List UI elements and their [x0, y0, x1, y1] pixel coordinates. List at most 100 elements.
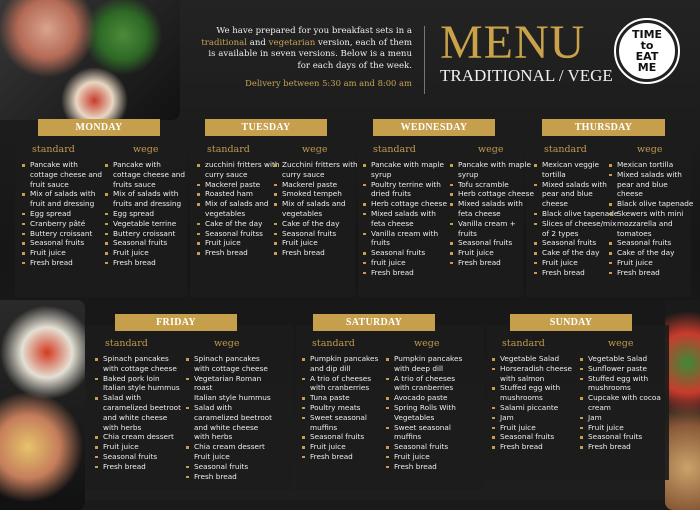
panel-mon-tue — [15, 131, 187, 297]
menu-item: Salad with caramelized beetroot and whit… — [184, 403, 272, 442]
menu-item: Pumpkin pancakes and dip dill — [300, 354, 388, 374]
menu-item: Vegetable Salad — [578, 354, 666, 364]
menu-item: Fruit juice — [103, 248, 191, 258]
wednesday-standard-list: Pancake with maple syrup Poultry terrine … — [361, 160, 449, 278]
menu-item: Fresh bread — [93, 462, 181, 472]
menu-item: Mixed salads with pear and blue cheese — [532, 180, 620, 209]
menu-item: Fresh bread — [490, 442, 578, 452]
menu-item: Fruit juice — [272, 238, 360, 248]
standard-label: standard — [207, 144, 250, 155]
thursday-wege-column: wege Mexican tortilla Mixed salads with pe… — [607, 144, 695, 278]
thursday-wege-list: Mexican tortilla Mixed salads with pear a… — [607, 160, 695, 278]
wege-label: wege — [637, 144, 663, 155]
wednesday-standard-column: standard Pancake with maple syrup Poultry … — [361, 144, 449, 278]
menu-item: Vanilla cream + fruits — [448, 219, 536, 239]
menu-item: Pancake with cottage cheese and fruits s… — [103, 160, 191, 189]
panel-fri — [85, 325, 293, 490]
menu-item: Zucchini fritters with curry sauce — [272, 160, 360, 180]
intro-traditional: traditional — [201, 37, 248, 48]
wege-label: wege — [214, 338, 240, 349]
menu-item: Fresh bread — [272, 248, 360, 258]
menu-item: Seasonal fruits — [300, 432, 388, 442]
menu-item: Pancake with maple syrup — [361, 160, 449, 180]
monday-standard-column: standard Pancake with cottage cheese and … — [20, 144, 108, 268]
thursday-standard-column: standard Mexican veggie tortilla Mixed sal… — [532, 144, 620, 278]
menu-item: Seasonal fruits — [272, 229, 360, 239]
menu-item: Seasonal fruits — [103, 238, 191, 248]
menu-item: Fresh bread — [384, 462, 472, 472]
menu-item: Herb cottage cheese — [361, 199, 449, 209]
panel-thu — [526, 131, 691, 297]
wednesday-wege-list: Pancake with maple syrup Tofu scramble Her… — [448, 160, 536, 268]
menu-item: Mix of salads and vegetables — [272, 199, 360, 219]
menu-item: Fresh bread — [195, 248, 283, 258]
standard-label: standard — [312, 338, 355, 349]
menu-item: Fruit juice — [490, 423, 578, 433]
menu-item: Fresh bread — [607, 268, 695, 278]
menu-item: Black olive tapenade — [607, 199, 695, 209]
menu-item: Stuffed egg with mushrooms — [578, 374, 666, 394]
menu-item: Fruit juice — [448, 248, 536, 258]
menu-item: Tuna paste — [300, 393, 388, 403]
menu-item: Spinach pancakes with cottage cheese — [93, 354, 181, 374]
menu-item: Chia cream dessert — [93, 432, 181, 442]
menu-item: Fresh bread — [20, 258, 108, 268]
sunday-wege-column: wege Vegetable Salad Sunflower paste Stuffe… — [578, 338, 666, 452]
divider — [424, 26, 425, 94]
wege-label: wege — [478, 144, 504, 155]
menu-item: Mix of salads and vegetables — [195, 199, 283, 219]
menu-item: Slices of cheese/mix of 2 types — [532, 219, 620, 239]
monday-wege-list: Pancake with cottage cheese and fruits s… — [103, 160, 191, 268]
menu-item: Vegetable terrine — [103, 219, 191, 229]
day-header-tuesday: TUESDAY — [205, 119, 327, 136]
menu-item: Vanilla cream with fruits — [361, 229, 449, 249]
friday-wege-list: Spinach pancakes with cottage cheese Vege… — [184, 354, 272, 481]
standard-label: standard — [373, 144, 416, 155]
menu-item: Smoked tempeh — [272, 189, 360, 199]
saturday-standard-column: standard Pumpkin pancakes and dip dill A t… — [300, 338, 388, 462]
monday-wege-column: wege Pancake with cottage cheese and frui… — [103, 144, 191, 268]
menu-item: Spinach pancakes with cottage cheese — [184, 354, 272, 374]
menu-item: Stuffed egg with mushrooms — [490, 383, 578, 403]
menu-item: Fruit juice — [194, 451, 230, 461]
day-header-wednesday: WEDNESDAY — [373, 119, 495, 136]
wege-label: wege — [414, 338, 440, 349]
menu-subtitle: TRADITIONAL / VEGE — [440, 66, 613, 85]
menu-item: Fruit juice — [93, 442, 181, 452]
menu-item: Fruit juice — [578, 423, 666, 433]
intro-line: We have prepared for you breakfast sets … — [216, 26, 412, 36]
wege-label: wege — [302, 144, 328, 155]
food-photo-bottom-right — [665, 300, 700, 510]
menu-item: A trio of cheeses with cranberries — [300, 374, 388, 394]
menu-item: Chia cream dessert — [184, 442, 272, 452]
standard-label: standard — [32, 144, 75, 155]
menu-item: Sunflower paste — [578, 364, 666, 374]
menu-item: Seasonal fruits — [93, 452, 181, 462]
menu-item: Italian style hummus — [194, 393, 271, 403]
intro-and: and — [247, 37, 269, 48]
sunday-standard-list: Vegetable Salad Horseradish cheese with s… — [490, 354, 578, 452]
tuesday-wege-list: Zucchini fritters with curry sauce Macker… — [272, 160, 360, 258]
standard-label: standard — [105, 338, 148, 349]
menu-item: Fresh bread — [532, 268, 620, 278]
menu-item: Mackerel paste — [195, 180, 283, 190]
menu-item: Mixed salads with feta cheese — [448, 199, 536, 219]
day-header-thursday: THURSDAY — [542, 119, 665, 136]
menu-item: Poultry terrine with dried fruits — [361, 180, 449, 200]
intro-text: We have prepared for you breakfast sets … — [200, 26, 412, 72]
menu-item: Seasonal fruits — [490, 432, 578, 442]
intro-vegetarian: vegetarian — [268, 37, 316, 48]
menu-item: Fruit juice — [532, 258, 620, 268]
menu-item: Mackerel paste — [272, 180, 360, 190]
menu-item: Fresh bread — [300, 452, 388, 462]
menu-item: Roasted ham — [195, 189, 283, 199]
saturday-wege-column: wege Pumpkin pancakes with deep dill A tri… — [384, 338, 472, 472]
menu-item: Cranberry pâté — [20, 219, 108, 229]
saturday-standard-list: Pumpkin pancakes and dip dill A trio of c… — [300, 354, 388, 462]
menu-item: Italian style hummus — [103, 383, 180, 393]
menu-item: fruit juice — [361, 258, 449, 268]
menu-item: Fresh bread — [184, 472, 272, 482]
menu-item: Fruit juice — [300, 442, 388, 452]
monday-standard-list: Pancake with cottage cheese and fruit sa… — [20, 160, 108, 268]
delivery-hours: Delivery between 5:30 am and 8:00 am — [245, 78, 412, 88]
